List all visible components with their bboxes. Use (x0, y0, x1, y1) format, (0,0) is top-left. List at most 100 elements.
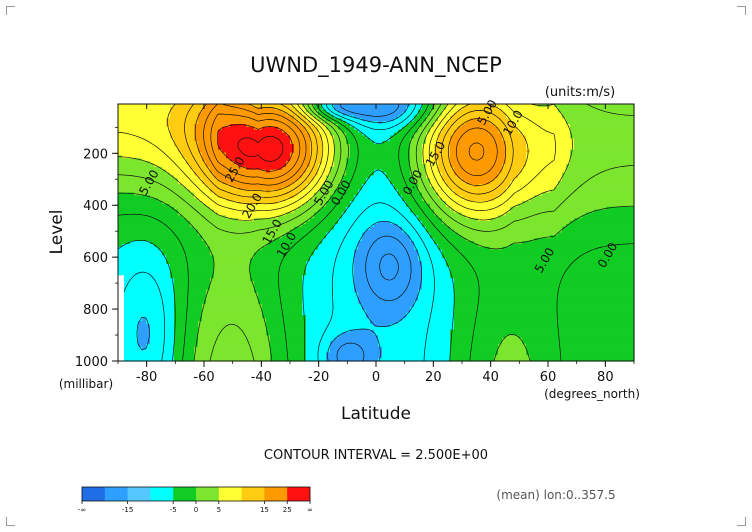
contour-cell (350, 141, 355, 145)
contour-cell (550, 175, 555, 179)
contour-cell (162, 141, 167, 145)
contour-cell (306, 149, 311, 154)
contour-cell (562, 121, 567, 125)
contour-cell (430, 163, 435, 168)
contour-cell (242, 115, 247, 119)
contour-cell (506, 175, 511, 179)
contour-cell (278, 163, 283, 168)
contour-cell (598, 118, 603, 122)
contour-cell (422, 112, 427, 117)
contour-cell (506, 161, 511, 165)
contour-cell (622, 155, 627, 159)
contour-cell (610, 138, 615, 142)
contour-cell (230, 183, 235, 188)
contour-cell (314, 118, 319, 122)
contour-cell (370, 169, 375, 174)
contour-cell (418, 132, 423, 137)
contour-cell (346, 115, 351, 119)
contour-cell (630, 104, 635, 108)
contour-cell (442, 109, 447, 114)
contour-cell (486, 112, 491, 117)
contour-cell (254, 178, 259, 182)
contour-cell (558, 172, 563, 176)
contour-cell (526, 178, 531, 182)
contour-cell (542, 132, 547, 137)
contour-cell (458, 181, 463, 185)
contour-cell (622, 104, 627, 108)
contour-cell (174, 138, 179, 142)
contour-cell (398, 161, 403, 165)
contour-cell (354, 138, 359, 142)
contour-cell (630, 158, 635, 162)
contour-cell (154, 135, 159, 139)
contour-cell (470, 186, 475, 191)
contour-cell (174, 121, 179, 125)
contour-cell (154, 106, 159, 111)
contour-cell (174, 141, 179, 145)
contour-cell (602, 143, 607, 148)
contour-cell (630, 135, 635, 139)
contour-cell (538, 166, 543, 171)
contour-cell (198, 169, 203, 174)
contour-cell (522, 123, 527, 128)
contour-cell (234, 104, 239, 108)
contour-cell (554, 149, 559, 154)
contour-cell (458, 129, 463, 134)
contour-cell (518, 135, 523, 139)
contour-cell (226, 126, 231, 131)
contour-cell (338, 106, 343, 111)
contour-cell (322, 161, 327, 165)
contour-cell (302, 152, 307, 156)
contour-cell (582, 121, 587, 125)
contour-cell (614, 149, 619, 154)
contour-cell (350, 146, 355, 151)
contour-cell (238, 183, 243, 188)
contour-cell (206, 149, 211, 154)
contour-cell (474, 178, 479, 182)
contour-cell (598, 132, 603, 137)
contour-cell (530, 166, 535, 171)
contour-cell (594, 132, 599, 137)
contour-cell (298, 172, 303, 176)
contour-cell (578, 135, 583, 139)
contour-cell (218, 132, 223, 137)
contour-cell (254, 172, 259, 176)
contour-cell (202, 112, 207, 117)
contour-cell (150, 161, 155, 165)
contour-cell (446, 118, 451, 122)
contour-cell (150, 155, 155, 159)
contour-cell (514, 172, 519, 176)
contour-cell (158, 186, 163, 191)
contour-cell (194, 135, 199, 139)
contour-cell (502, 106, 507, 111)
contour-cell (446, 169, 451, 174)
contour-cell (574, 146, 579, 151)
contour-cell (238, 112, 243, 117)
contour-cell (466, 132, 471, 137)
contour-cell (250, 181, 255, 185)
contour-cell (142, 104, 147, 108)
contour-cell (238, 172, 243, 176)
contour-cell (458, 109, 463, 114)
contour-cell (486, 121, 491, 125)
contour-cell (386, 146, 391, 151)
contour-cell (622, 135, 627, 139)
contour-cell (354, 129, 359, 134)
contour-cell (462, 169, 467, 174)
contour-cell (306, 143, 311, 148)
contour-cell (358, 158, 363, 162)
contour-cell (322, 106, 327, 111)
contour-cell (158, 155, 163, 159)
contour-cell (618, 186, 623, 191)
contour-cell (450, 132, 455, 137)
contour-cell (494, 155, 499, 159)
contour-cell (586, 115, 591, 119)
contour-cell (434, 181, 439, 185)
contour-cell (226, 149, 231, 154)
contour-cell (498, 166, 503, 171)
contour-cell (306, 138, 311, 142)
contour-cell (302, 146, 307, 151)
contour-cell (390, 132, 395, 137)
contour-cell (546, 115, 551, 119)
contour-cell (298, 109, 303, 114)
